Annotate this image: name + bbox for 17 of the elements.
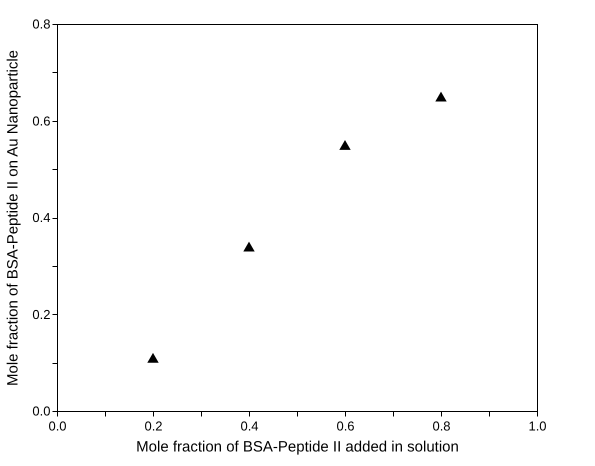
point [243,242,255,252]
y-tick-label: 0.8 [32,16,50,32]
x-tick-label: 0.4 [240,418,259,434]
y-tick-label: 0.4 [32,210,50,225]
x-tick-label: 0.2 [144,418,163,434]
x-tick-label: 0.8 [432,418,451,434]
x-axis-title: Mole fraction of BSA-Peptide II added in solution [136,438,459,456]
point [435,92,447,102]
point [147,352,159,363]
x-tick-label: 0.0 [48,418,67,434]
x-tick-label: 1.0 [528,418,547,434]
y-tick-label: 0.2 [32,306,50,322]
y-tick-label: 0.0 [32,404,50,418]
y-tick-label: 0.6 [32,113,50,128]
y-axis-title: Mole fraction of BSA-Peptide II on Au Nanoparticle [4,50,22,386]
x-tick-label: 0.6 [336,418,355,434]
point [339,140,351,150]
